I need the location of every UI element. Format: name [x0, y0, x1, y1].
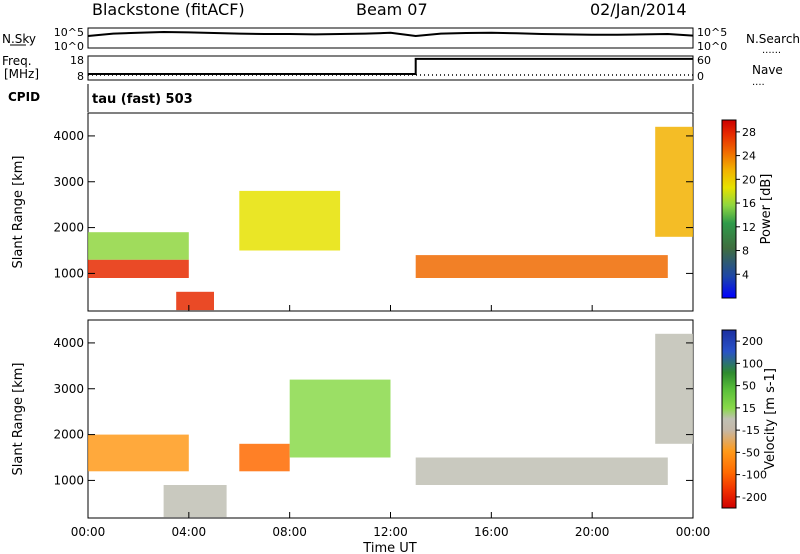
- colorbar-tick-label: -50: [742, 446, 760, 459]
- velocity-data: [88, 333, 693, 518]
- noise-tick-labels: 10^510^010^510^0: [54, 26, 727, 53]
- data-cell: [239, 443, 290, 472]
- y-tick-label: 1000: [53, 266, 84, 280]
- power-data: [88, 126, 693, 311]
- freq-unit-label: [MHz]: [4, 67, 39, 81]
- data-cell: [239, 190, 341, 251]
- date-title: 02/Jan/2014: [590, 0, 687, 19]
- freq-tick-labels: 18 8 60 0: [70, 54, 711, 83]
- power-colorbar: [721, 119, 737, 299]
- colorbar-tick-label: 50: [742, 380, 756, 393]
- cpid-label: CPID: [8, 90, 40, 104]
- colorbar-tick-label: 12: [742, 221, 756, 234]
- data-cell: [176, 291, 214, 311]
- station-title: Blackstone (fitACF): [92, 0, 245, 19]
- noise-tick-label: 10^5: [54, 26, 84, 39]
- x-axis-ticks: 00:00 04:00 08:00 12:00 16:00 20:00 00:00: [71, 305, 711, 539]
- power-y-axis: 1000 2000 3000 4000: [53, 129, 693, 280]
- freq-tick-label: 8: [77, 70, 84, 83]
- nsky-label: N.Sky: [2, 32, 36, 46]
- colorbar-tick-label: 8: [742, 245, 749, 258]
- colorbar-tick-label: -15: [742, 424, 760, 437]
- colorbar-tick-label: 16: [742, 197, 756, 210]
- nave-dots: ....: [752, 77, 765, 88]
- nsearch-label: N.Search: [746, 32, 800, 46]
- colorbar-tick-label: 15: [742, 402, 756, 415]
- velocity-colorbar: [721, 329, 737, 509]
- data-cell: [415, 255, 668, 278]
- data-cell: [415, 457, 668, 485]
- x-tick-label: 04:00: [172, 525, 207, 539]
- data-cell: [163, 485, 227, 518]
- data-cell: [88, 434, 189, 472]
- colorbar-tick-label: 24: [742, 150, 756, 163]
- colorbar-tick-label: 20: [742, 173, 756, 186]
- noise-series-line: [87, 30, 694, 38]
- y-tick-label: 2000: [53, 221, 84, 235]
- x-tick-label: 12:00: [373, 525, 408, 539]
- noise-tick-label: 10^5: [697, 26, 727, 39]
- x-tick-label: 08:00: [272, 525, 307, 539]
- noise-tick-label: 10^0: [697, 40, 727, 53]
- beam-title: Beam 07: [356, 0, 428, 19]
- freq-panel: [87, 55, 694, 81]
- power-colorbar-ticks: 4 8 12 16 20 24 28: [736, 126, 756, 281]
- nsearch-dots: ......: [762, 45, 781, 56]
- cpid-value: tau (fast) 503: [92, 92, 193, 107]
- x-tick-label: 16:00: [474, 525, 509, 539]
- colorbar-tick-label: 100: [742, 357, 763, 370]
- nave-tick-label: 0: [697, 70, 704, 83]
- velocity-y-axis-label: Slant Range [km]: [11, 363, 26, 476]
- x-tick-label: 00:00: [676, 525, 711, 539]
- x-tick-label: 20:00: [575, 525, 610, 539]
- freq-label: Freq.: [2, 54, 32, 68]
- colorbar-tick-label: -100: [742, 469, 767, 482]
- x-tick-label: 00:00: [71, 525, 106, 539]
- y-tick-label: 1000: [53, 473, 84, 487]
- power-colorbar-label: Power [dB]: [759, 174, 774, 245]
- y-tick-label: 3000: [53, 175, 84, 189]
- colorbar-tick-label: 28: [742, 126, 756, 139]
- freq-tick-label: 18: [70, 54, 84, 67]
- y-tick-label: 3000: [53, 382, 84, 396]
- colorbar-tick-label: 200: [742, 335, 763, 348]
- velocity-colorbar-label: Velocity [m s-1]: [763, 368, 778, 470]
- noise-panel: [87, 27, 694, 49]
- data-cell: [88, 259, 189, 278]
- nave-label: Nave: [752, 63, 783, 77]
- colorbar-tick-label: -200: [742, 491, 767, 504]
- power-panel: [87, 112, 694, 312]
- power-y-axis-label: Slant Range [km]: [11, 156, 26, 269]
- freq-series-line: [88, 57, 693, 75]
- nave-tick-label: 60: [697, 54, 711, 67]
- x-axis-label: Time UT: [362, 541, 416, 554]
- data-cell: [88, 232, 189, 260]
- y-tick-label: 2000: [53, 428, 84, 442]
- y-tick-label: 4000: [53, 129, 84, 143]
- data-cell: [289, 379, 391, 458]
- noise-tick-label: 10^0: [54, 40, 84, 53]
- velocity-y-axis: 1000 2000 3000 4000: [53, 336, 693, 487]
- colorbar-tick-label: 4: [742, 268, 749, 281]
- velocity-colorbar-ticks: 200 100 50 15 -15 -50 -100 -200: [736, 335, 767, 504]
- y-tick-label: 4000: [53, 336, 84, 350]
